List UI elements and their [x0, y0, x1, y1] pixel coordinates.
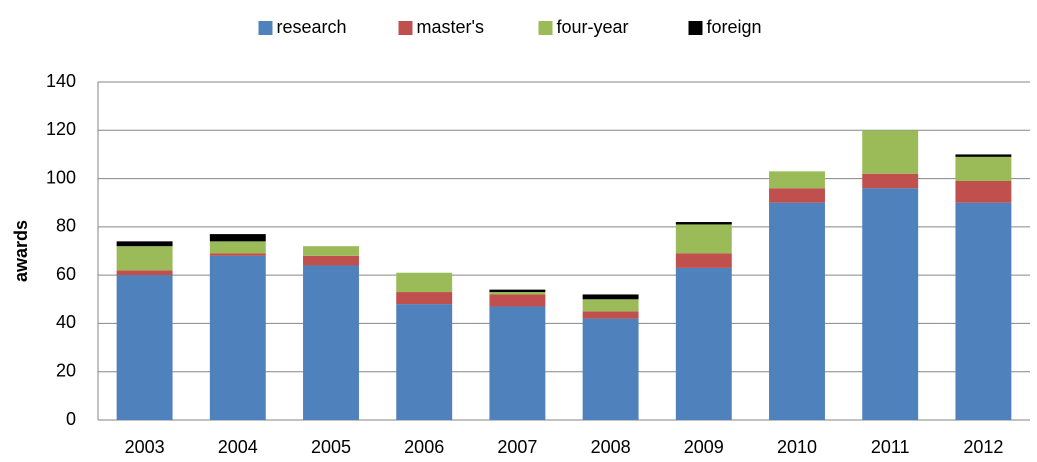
legend-label: research: [277, 17, 347, 37]
legend-label: master's: [417, 17, 484, 37]
x-tick-label: 2011: [871, 437, 910, 457]
bar-segment: [116, 241, 173, 247]
bar-segment: [769, 202, 825, 420]
y-tick-label: 100: [46, 167, 76, 187]
bar-segment: [303, 246, 359, 256]
y-tick-label: 120: [46, 119, 76, 139]
bar-segment: [955, 180, 1012, 203]
bar-segment: [489, 294, 546, 307]
bar-segment: [675, 253, 732, 268]
bar-segment: [675, 224, 732, 254]
y-tick-label: 20: [56, 360, 76, 380]
bar-segment: [769, 188, 825, 203]
y-axis-label: awards: [11, 220, 31, 282]
bar-segment: [303, 265, 359, 420]
bar-segment: [396, 292, 453, 305]
bar-segment: [582, 318, 639, 420]
bar-segment: [675, 267, 732, 420]
bar-segment: [116, 270, 173, 276]
legend-swatch: [258, 21, 273, 35]
y-tick-label: 40: [56, 312, 76, 332]
bar-segment: [489, 289, 546, 293]
bar-segment: [955, 156, 1012, 181]
x-tick-label: 2005: [311, 437, 351, 457]
bar-segment: [489, 306, 546, 420]
x-tick-label: 2012: [963, 437, 1003, 457]
y-tick-label: 60: [56, 264, 76, 284]
x-tick-label: 2010: [777, 437, 817, 457]
bar-segment: [396, 272, 453, 293]
bar-segment: [209, 253, 266, 256]
legend-label: foreign: [707, 17, 762, 37]
x-tick-label: 2006: [404, 437, 444, 457]
legend-swatch: [398, 21, 413, 35]
bar-segment: [116, 246, 173, 271]
bar-segment: [396, 304, 453, 420]
bar-segment: [675, 222, 732, 225]
y-tick-label: 0: [66, 409, 76, 429]
legend-label: four-year: [557, 17, 629, 37]
bar-segment: [862, 173, 919, 189]
legend-swatch: [688, 21, 703, 35]
bar-segment: [769, 171, 825, 189]
bar-segment: [209, 255, 266, 420]
x-tick-label: 2007: [497, 437, 537, 457]
bar-segment: [955, 154, 1012, 157]
bar-segment: [303, 255, 359, 266]
bar-segment: [862, 188, 919, 420]
x-tick-label: 2004: [218, 437, 258, 457]
bar-segment: [955, 202, 1012, 420]
bar-segment: [582, 294, 639, 300]
legend-swatch: [538, 21, 553, 35]
x-tick-label: 2003: [125, 437, 165, 457]
bar-segment: [582, 299, 639, 312]
bar-segment: [116, 275, 173, 420]
bar-segment: [862, 130, 919, 174]
bar-segment: [489, 292, 546, 295]
y-tick-label: 140: [46, 71, 76, 91]
bar-segment: [582, 311, 639, 319]
x-tick-label: 2008: [591, 437, 631, 457]
bar-segment: [209, 241, 266, 254]
bar-segment: [209, 234, 266, 242]
x-tick-label: 2009: [684, 437, 724, 457]
y-tick-label: 80: [56, 216, 76, 236]
